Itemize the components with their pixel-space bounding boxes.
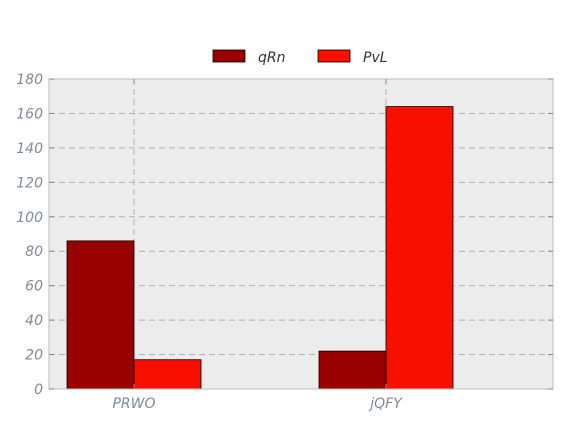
y-tick-label-40: 40 <box>25 313 43 329</box>
legend-label-qRn: qRn <box>258 50 286 66</box>
y-tick-label-120: 120 <box>16 175 43 191</box>
y-tick-label-20: 20 <box>25 348 43 364</box>
plot-frame <box>48 78 554 390</box>
y-tick-label-0: 0 <box>34 382 43 398</box>
y-tick-label-180: 180 <box>16 72 43 88</box>
bar-qRn-jQFY <box>318 350 387 390</box>
legend-label-PvL: PvL <box>363 50 388 66</box>
legend-swatch-qRn <box>212 49 246 63</box>
y-tick-label-100: 100 <box>16 210 43 226</box>
y-tick-label-80: 80 <box>25 244 43 260</box>
x-tick-label-jQFY: jQFY <box>368 396 403 412</box>
bar-PvL-jQFY <box>385 106 454 390</box>
y-tick-label-160: 160 <box>16 106 43 122</box>
y-tick-label-140: 140 <box>16 141 43 157</box>
y-tick-label-60: 60 <box>25 279 43 295</box>
bar-qRn-PRWO <box>66 240 135 390</box>
x-tick-label-PRWO: PRWO <box>112 396 155 412</box>
legend-swatch-PvL <box>317 49 351 63</box>
bar-PvL-PRWO <box>133 359 202 390</box>
